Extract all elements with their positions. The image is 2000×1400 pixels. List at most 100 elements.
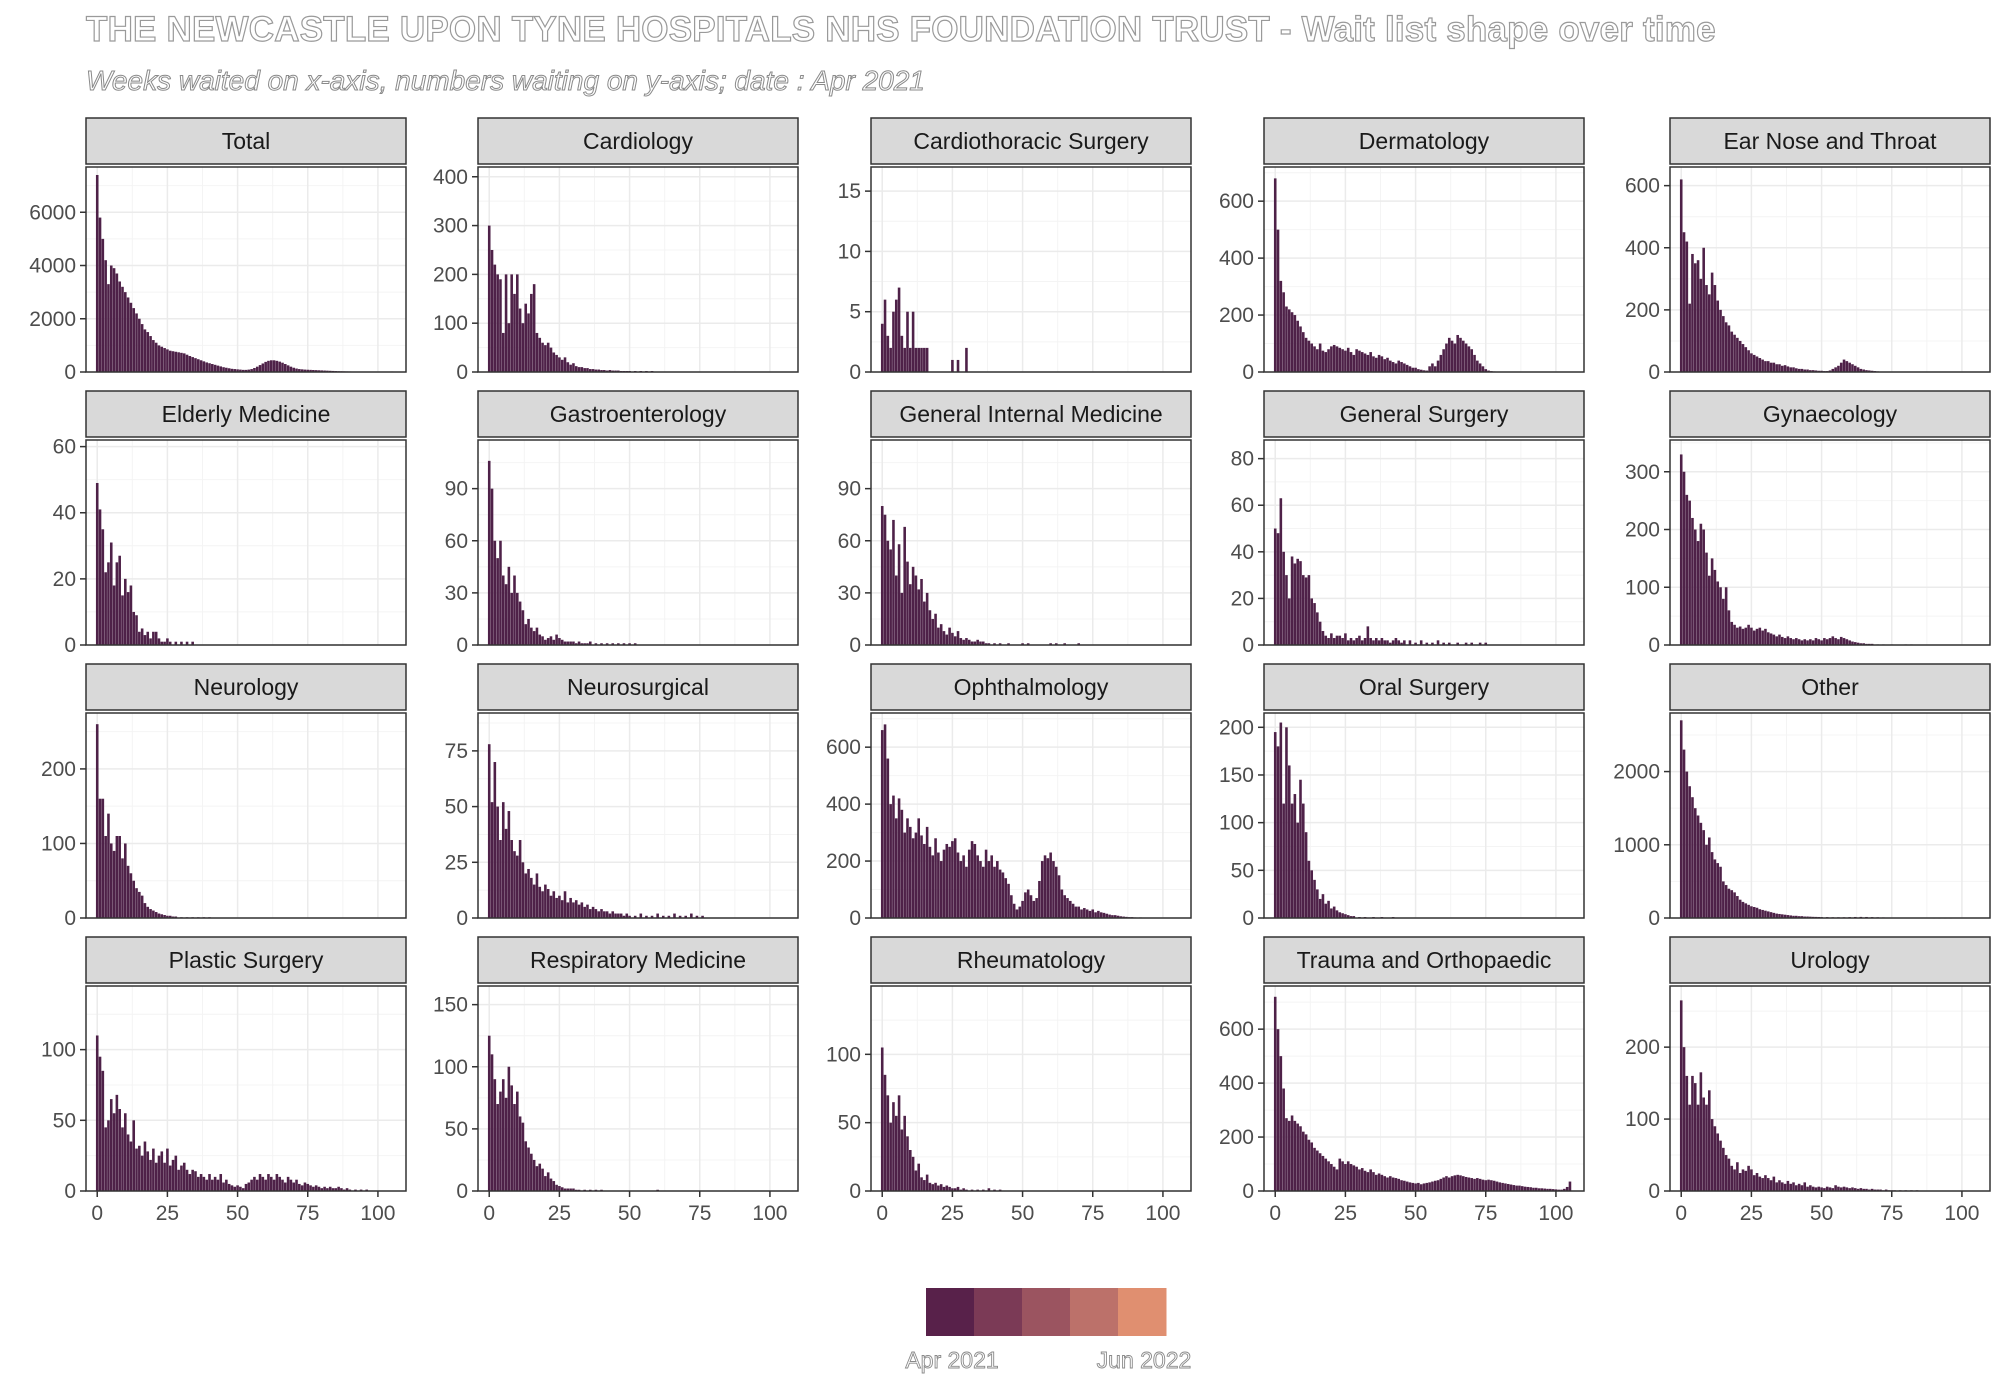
bar [1040, 861, 1044, 918]
bar [1366, 1172, 1370, 1191]
bar [911, 566, 915, 645]
bar [1018, 906, 1022, 918]
bar [1304, 577, 1308, 645]
bar [563, 891, 567, 918]
bar [1276, 1029, 1280, 1191]
bar [1349, 638, 1353, 645]
bar [1792, 639, 1795, 645]
bar [154, 912, 158, 918]
bar [1865, 370, 1868, 372]
bar [107, 284, 110, 372]
bar [530, 627, 533, 645]
bar [1792, 367, 1795, 372]
x-tick-label: 100 [752, 1202, 787, 1225]
bar [1411, 367, 1415, 372]
bar [1837, 1186, 1840, 1191]
bar [558, 638, 561, 645]
bar [1358, 350, 1361, 372]
y-tick-label: 60 [53, 436, 76, 459]
x-tick-label: 100 [1145, 1202, 1180, 1225]
bar [267, 1174, 270, 1191]
bar [1727, 888, 1731, 918]
bar [152, 340, 155, 372]
bar [524, 624, 528, 645]
bar [1722, 598, 1725, 645]
bar [1355, 1166, 1358, 1191]
bar [143, 635, 147, 645]
bar [633, 643, 637, 645]
bar [1456, 334, 1459, 372]
bar [1775, 364, 1778, 372]
bar [230, 1185, 234, 1191]
bar [1462, 1176, 1465, 1191]
bar [1405, 1181, 1409, 1191]
bar [1806, 369, 1809, 372]
bar [1282, 292, 1285, 372]
bar [1848, 362, 1851, 372]
bar [1755, 1173, 1759, 1191]
bar [1853, 1188, 1857, 1191]
bar [1716, 300, 1720, 372]
bar [544, 884, 547, 918]
bar [1400, 642, 1403, 645]
bar [101, 238, 105, 372]
bar [1780, 914, 1784, 918]
bar [1769, 1180, 1773, 1191]
facet-strip-label: Gastroenterology [550, 401, 727, 427]
facet-strip-label: Dermatology [1359, 128, 1490, 154]
panel-background [1264, 440, 1584, 645]
legend-swatch [1022, 1288, 1071, 1336]
bar [903, 347, 906, 372]
bar [1021, 643, 1024, 645]
bar [1778, 634, 1781, 645]
bar [253, 368, 256, 372]
bar [140, 628, 144, 645]
bar [1111, 915, 1114, 918]
bar [1780, 636, 1784, 645]
bar [109, 265, 113, 372]
panel-border [85, 712, 407, 919]
bar [1839, 1187, 1843, 1191]
bar [900, 335, 904, 372]
bar [1484, 1180, 1488, 1191]
bar [1775, 636, 1778, 645]
bar [1752, 630, 1756, 645]
bar [1809, 370, 1812, 372]
bar [1719, 587, 1722, 645]
bar [1324, 635, 1328, 645]
bar [1851, 1187, 1854, 1191]
bar [1688, 303, 1691, 372]
bar [510, 592, 513, 645]
bar [267, 360, 270, 372]
bar [920, 835, 923, 918]
bar [1099, 912, 1103, 918]
bar [1330, 633, 1333, 645]
bar [923, 601, 926, 645]
bar [1484, 642, 1488, 645]
bar [917, 347, 921, 372]
bar [118, 281, 121, 372]
bar [600, 370, 603, 372]
bar [1394, 363, 1398, 372]
bar [1293, 563, 1297, 645]
bar [1797, 639, 1801, 645]
bar [225, 1179, 228, 1191]
bar [1374, 357, 1378, 372]
bar [1811, 640, 1815, 645]
bar [914, 575, 918, 645]
bar [132, 880, 136, 918]
bar [923, 843, 926, 918]
bar [1383, 1176, 1386, 1191]
bar [1344, 1164, 1347, 1191]
bar [166, 349, 169, 372]
bar [1391, 1177, 1395, 1191]
bar [897, 544, 901, 645]
bar [572, 363, 575, 372]
bar [1408, 640, 1412, 645]
bar [180, 641, 183, 645]
facet-strip-label: Cardiothoracic Surgery [913, 128, 1149, 154]
bar [914, 832, 918, 918]
bar [1394, 638, 1398, 645]
bar [1744, 1170, 1748, 1191]
bar [1820, 640, 1823, 645]
